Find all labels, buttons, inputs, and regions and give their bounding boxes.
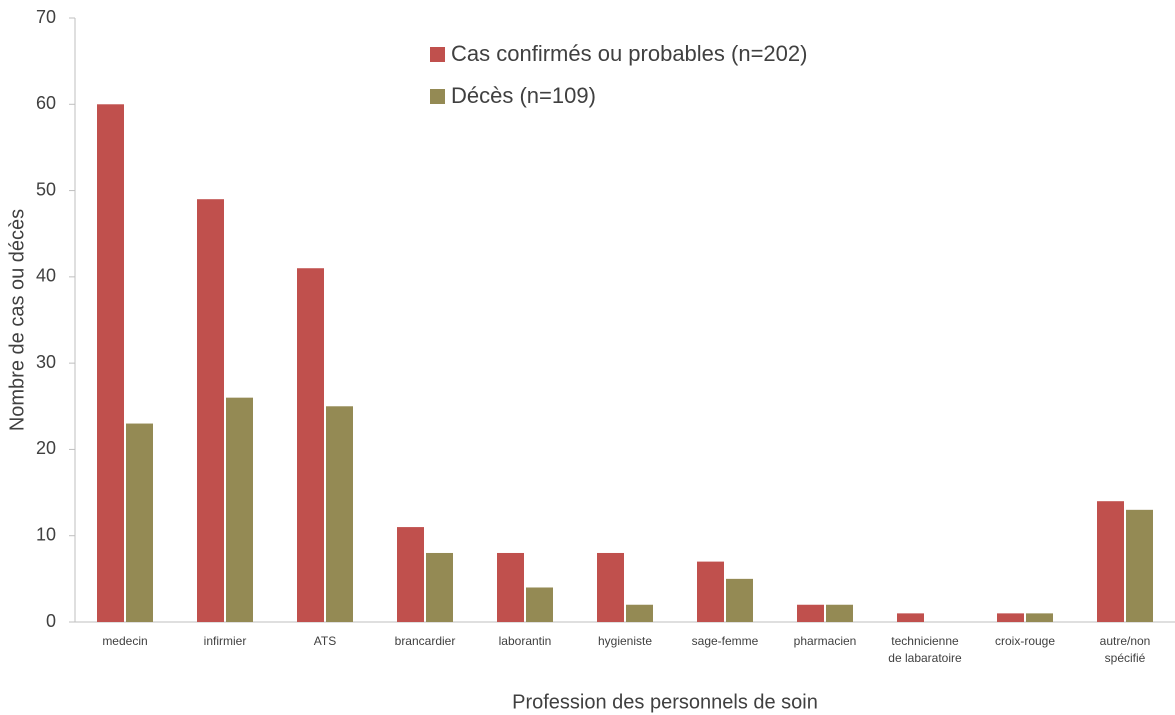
- bar: [497, 552, 524, 622]
- x-tick-label: sage-femme: [691, 634, 759, 648]
- x-tick-label: medecin: [102, 634, 148, 648]
- bar: [1097, 501, 1124, 622]
- x-tick-label: pharmacien: [793, 634, 857, 648]
- y-tick-label: 60: [36, 93, 56, 113]
- bar: [897, 613, 924, 622]
- bar: [997, 613, 1024, 622]
- x-tick-label: brancardier: [394, 634, 456, 648]
- x-tick-label: hygieniste: [597, 634, 653, 648]
- legend-swatch: [430, 89, 445, 104]
- y-tick-label: 70: [36, 7, 56, 27]
- bar: [426, 552, 453, 622]
- x-tick-label: infirmier: [203, 634, 247, 648]
- bar: [797, 604, 824, 622]
- bar: [726, 578, 753, 622]
- bar: [226, 397, 253, 622]
- y-tick-label: 10: [36, 524, 56, 544]
- bar: [826, 604, 853, 622]
- bar: [397, 527, 424, 622]
- y-tick-label: 20: [36, 438, 56, 458]
- bar: [297, 268, 324, 622]
- bar: [197, 199, 224, 622]
- bar: [697, 561, 724, 622]
- y-tick-label: 30: [36, 352, 56, 372]
- bar: [626, 604, 653, 622]
- bar: [97, 104, 124, 623]
- bar: [1126, 509, 1153, 622]
- bar: [326, 406, 353, 622]
- y-tick-label: 0: [46, 611, 56, 631]
- y-tick-label: 40: [36, 266, 56, 286]
- bar: [597, 552, 624, 622]
- y-axis-title: Nombre de cas ou décès: [6, 209, 28, 431]
- x-tick-label: croix-rouge: [994, 634, 1056, 648]
- bar: [1026, 613, 1053, 622]
- x-tick-label: laborantin: [498, 634, 552, 648]
- legend-label: Décès (n=109): [451, 83, 596, 108]
- x-tick-label: ATS: [313, 634, 337, 648]
- x-axis-title: Profession des personnels de soin: [512, 691, 818, 713]
- legend-label: Cas confirmés ou probables (n=202): [451, 41, 807, 66]
- bar: [526, 587, 553, 622]
- x-tick-label: autre/non spécifié: [1099, 634, 1151, 665]
- legend-swatch: [430, 47, 445, 62]
- y-tick-label: 50: [36, 179, 56, 199]
- bar: [126, 423, 153, 622]
- x-tick-label: technicienne de labaratoire: [888, 634, 962, 665]
